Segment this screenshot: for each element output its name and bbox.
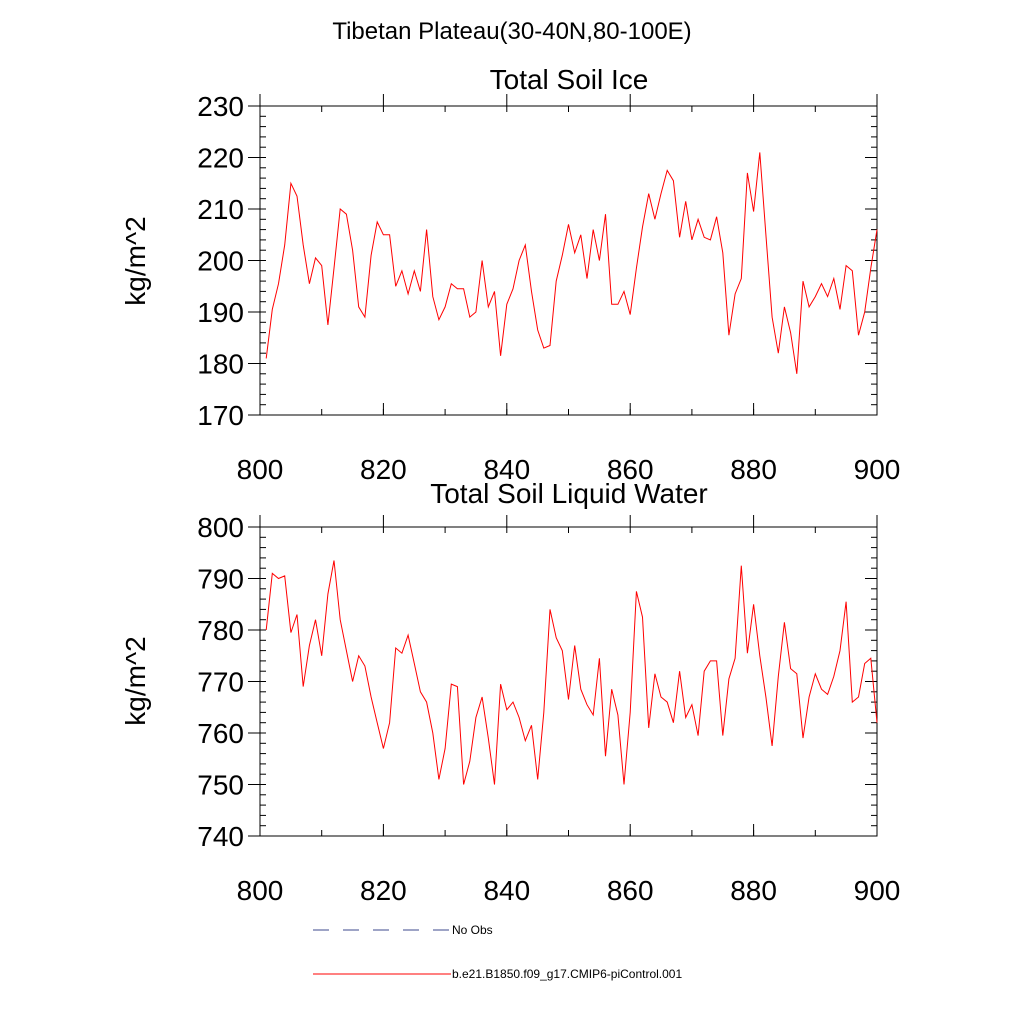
x-tick-label: 860 — [607, 875, 654, 906]
y-tick-label: 770 — [197, 667, 244, 698]
y-tick-label: 180 — [197, 349, 244, 380]
figure-main-title: Tibetan Plateau(30-40N,80-100E) — [332, 18, 692, 45]
series-line — [265, 152, 878, 374]
y-tick-label: 790 — [197, 564, 244, 595]
x-tick-label: 860 — [607, 454, 654, 485]
y-tick-label: 210 — [197, 194, 244, 225]
legend-label-no-obs: No Obs — [452, 923, 493, 937]
x-tick-label: 880 — [730, 875, 777, 906]
y-tick-label: 200 — [197, 246, 244, 277]
axis-ticks: 170 180 190 200 210 220 230 800 820 840 860 880 900 — [197, 91, 900, 485]
y-axis-label: kg/m^2 — [120, 216, 151, 305]
legend: No Obs b.e21.B1850.f09_g17.CMIP6-piContr… — [313, 923, 682, 981]
x-tick-label: 820 — [360, 454, 407, 485]
x-tick-label: 880 — [730, 454, 777, 485]
panel-total-soil-liquid-water: Total Soil Liquid Water kg/m^2 740 750 760… — [120, 478, 900, 906]
x-tick-label: 800 — [237, 875, 284, 906]
y-tick-label: 740 — [197, 821, 244, 852]
y-tick-label: 760 — [197, 718, 244, 749]
y-tick-label: 220 — [197, 143, 244, 174]
axis-ticks: 740 750 760 770 780 790 800 800 820 840 860 880 900 — [197, 512, 900, 906]
y-tick-label: 800 — [197, 512, 244, 543]
panel-title: Total Soil Ice — [490, 64, 649, 95]
y-tick-label: 750 — [197, 770, 244, 801]
y-tick-label: 170 — [197, 400, 244, 431]
x-tick-label: 800 — [237, 454, 284, 485]
series-line — [265, 560, 878, 785]
plot-frame — [259, 105, 878, 416]
x-tick-label: 900 — [854, 875, 901, 906]
legend-label-model-run: b.e21.B1850.f09_g17.CMIP6-piControl.001 — [452, 967, 682, 981]
y-tick-label: 780 — [197, 615, 244, 646]
x-tick-label: 900 — [854, 454, 901, 485]
panel-total-soil-ice: Total Soil Ice kg/m^2 170 180 190 200 210 220… — [120, 64, 900, 485]
y-tick-label: 230 — [197, 91, 244, 122]
x-tick-label: 840 — [483, 454, 530, 485]
x-tick-label: 840 — [483, 875, 530, 906]
y-axis-label: kg/m^2 — [120, 636, 151, 725]
x-tick-label: 820 — [360, 875, 407, 906]
panel-title: Total Soil Liquid Water — [430, 478, 708, 509]
y-tick-label: 190 — [197, 297, 244, 328]
